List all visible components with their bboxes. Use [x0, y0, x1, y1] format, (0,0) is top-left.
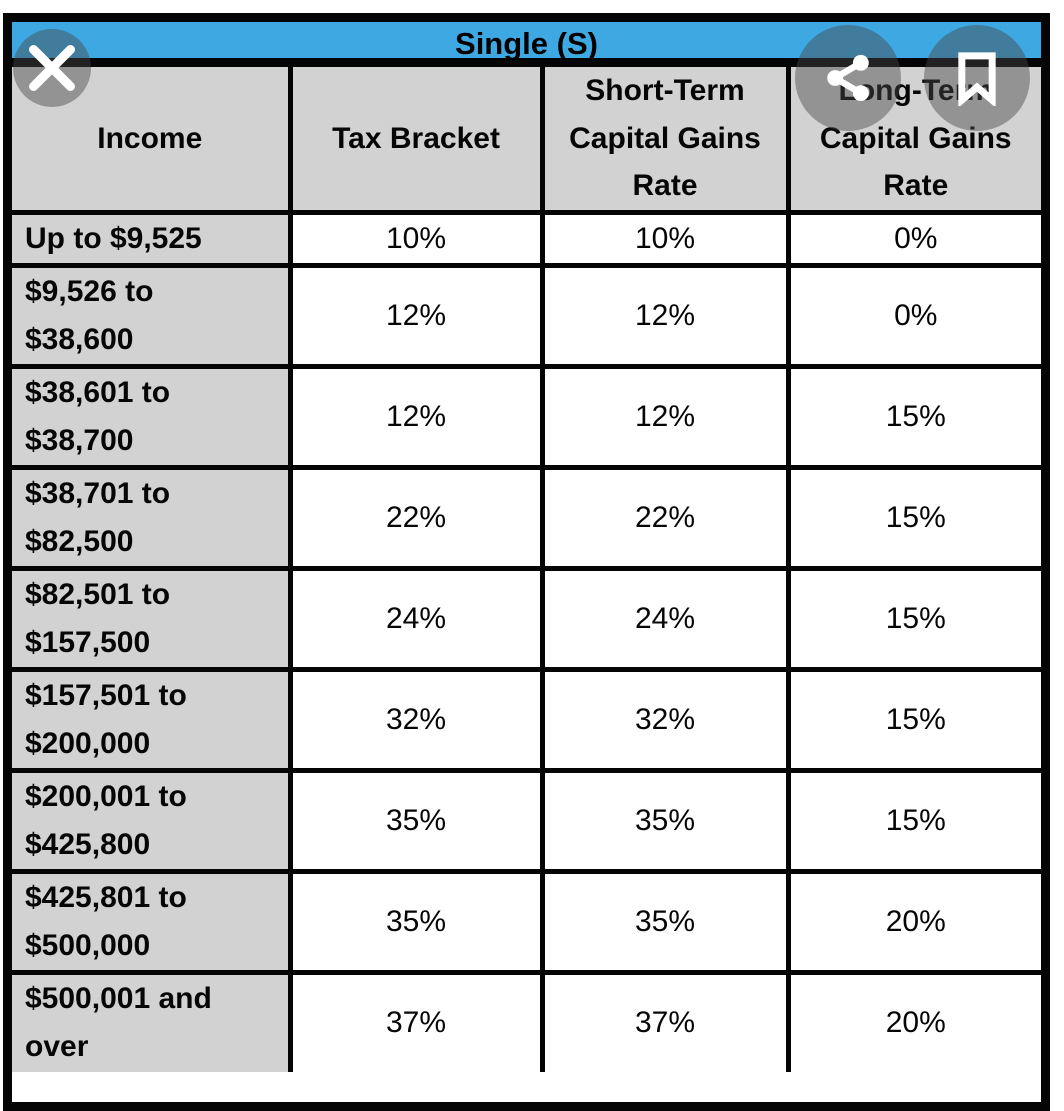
bookmark-icon [958, 52, 996, 106]
short-term-rate-cell: 12% [539, 363, 791, 470]
tax-bracket-cell: 37% [287, 969, 545, 1072]
tax-table-body: Up to $9,525 10% 10% 0% $9,526 to $38,600 12%… [12, 209, 1041, 1072]
tax-table-image: Single (S) Income Tax Bracket Short-Term… [3, 13, 1050, 1111]
tax-bracket-cell: 24% [287, 565, 545, 672]
long-term-rate-cell: 15% [785, 464, 1041, 571]
income-cell: $157,501 to $200,000 [12, 666, 293, 773]
table-row: $425,801 to $500,000 35% 35% 20% [12, 868, 1041, 975]
table-row: $38,601 to $38,700 12% 12% 15% [12, 363, 1041, 470]
short-term-rate-cell: 10% [539, 209, 791, 268]
share-button[interactable] [795, 25, 901, 131]
long-term-rate-cell: 15% [785, 767, 1041, 874]
table-row: $200,001 to $425,800 35% 35% 15% [12, 767, 1041, 874]
table-row: Up to $9,525 10% 10% 0% [12, 209, 1041, 268]
column-header-tax-bracket: Tax Bracket [287, 67, 545, 215]
income-cell: $82,501 to $157,500 [12, 565, 293, 672]
tax-bracket-cell: 10% [287, 209, 545, 268]
short-term-rate-cell: 35% [539, 868, 791, 975]
table-title: Single (S) [455, 26, 598, 61]
income-cell: $425,801 to $500,000 [12, 868, 293, 975]
table-row: $9,526 to $38,600 12% 12% 0% [12, 262, 1041, 369]
long-term-rate-cell: 20% [785, 969, 1041, 1072]
long-term-rate-cell: 20% [785, 868, 1041, 975]
tax-bracket-cell: 22% [287, 464, 545, 571]
table-row: $157,501 to $200,000 32% 32% 15% [12, 666, 1041, 773]
short-term-rate-cell: 24% [539, 565, 791, 672]
table-row: $38,701 to $82,500 22% 22% 15% [12, 464, 1041, 571]
short-term-rate-cell: 22% [539, 464, 791, 571]
table-header-row: Income Tax Bracket Short-Term Capital Ga… [12, 67, 1041, 215]
income-cell: Up to $9,525 [12, 209, 293, 268]
column-header-short-term-rate: Short-Term Capital Gains Rate [539, 67, 791, 215]
tax-table: Income Tax Bracket Short-Term Capital Ga… [12, 67, 1041, 1072]
column-header-income: Income [12, 67, 293, 215]
column-header-long-term-rate: Long-Term Capital Gains Rate [785, 67, 1041, 215]
income-cell: $500,001 and over [12, 969, 293, 1072]
short-term-rate-cell: 32% [539, 666, 791, 773]
income-cell: $200,001 to $425,800 [12, 767, 293, 874]
long-term-rate-cell: 15% [785, 666, 1041, 773]
close-button[interactable] [13, 29, 91, 107]
income-cell: $9,526 to $38,600 [12, 262, 293, 369]
tax-bracket-cell: 32% [287, 666, 545, 773]
table-title-bar: Single (S) [12, 22, 1041, 67]
long-term-rate-cell: 0% [785, 209, 1041, 268]
table-row: $82,501 to $157,500 24% 24% 15% [12, 565, 1041, 672]
long-term-rate-cell: 15% [785, 565, 1041, 672]
close-icon [29, 45, 75, 91]
short-term-rate-cell: 35% [539, 767, 791, 874]
tax-bracket-cell: 35% [287, 868, 545, 975]
table-row: $500,001 and over 37% 37% 20% [12, 969, 1041, 1072]
tax-bracket-cell: 35% [287, 767, 545, 874]
share-icon [827, 54, 869, 102]
short-term-rate-cell: 12% [539, 262, 791, 369]
long-term-rate-cell: 15% [785, 363, 1041, 470]
tax-bracket-cell: 12% [287, 363, 545, 470]
long-term-rate-cell: 0% [785, 262, 1041, 369]
income-cell: $38,701 to $82,500 [12, 464, 293, 571]
short-term-rate-cell: 37% [539, 969, 791, 1072]
tax-bracket-cell: 12% [287, 262, 545, 369]
income-cell: $38,601 to $38,700 [12, 363, 293, 470]
bookmark-button[interactable] [924, 25, 1030, 131]
